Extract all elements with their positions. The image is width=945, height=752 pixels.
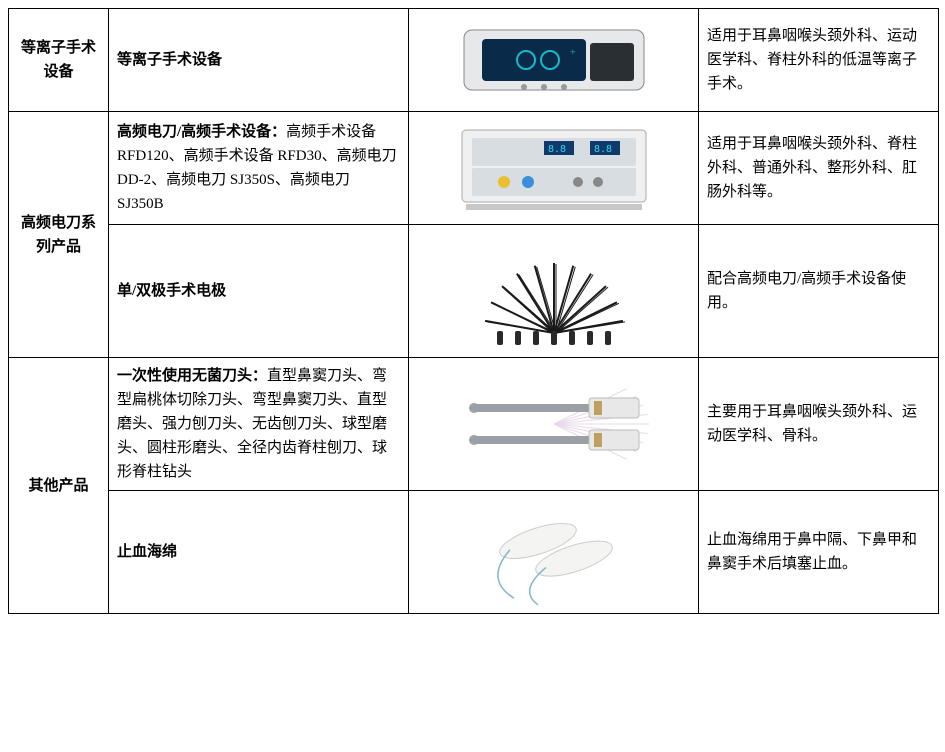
sponge-icon [417, 497, 690, 607]
product-image-cell: + [409, 9, 699, 112]
product-image-cell [409, 225, 699, 358]
product-image-cell: 8.8 8.8 [409, 112, 699, 225]
electrodes-icon [417, 231, 690, 351]
product-name-cell: 单/双极手术电极 [109, 225, 409, 358]
product-name-bold: 一次性使用无菌刀头： [117, 368, 267, 384]
product-name-cell: 高频电刀/高频手术设备：高频手术设备 RFD120、高频手术设备 RFD30、高… [109, 112, 409, 225]
product-name-rest: 直型鼻窦刀头、弯型扁桃体切除刀头、弯型鼻窦刀头、直型磨头、强力刨刀头、无齿刨刀头… [117, 368, 387, 480]
svg-text:8.8: 8.8 [594, 144, 612, 155]
category-cell: 高频电刀系列产品 [9, 112, 109, 358]
product-name-cell: 止血海绵 [109, 491, 409, 614]
product-desc-text: 配合高频电刀/高频手术设备使用。 [707, 271, 906, 311]
product-image-cell [409, 358, 699, 491]
table-row: 等离子手术设备 等离子手术设备 + 适用于耳鼻咽喉头颈外科、运动医学科、脊柱外科的… [9, 9, 939, 112]
blade-heads-icon [417, 364, 690, 484]
product-name-bold: 高频电刀/高频手术设备： [117, 124, 286, 140]
table-row: 高频电刀系列产品高频电刀/高频手术设备：高频手术设备 RFD120、高频手术设备… [9, 112, 939, 225]
table-row: 单/双极手术电极 配合高频电刀/高频手术设备使用。 [9, 225, 939, 358]
product-desc-cell: 适用于耳鼻咽喉头颈外科、脊柱外科、普通外科、整形外科、肛肠外科等。 [699, 112, 939, 225]
product-table: 等离子手术设备 等离子手术设备 + 适用于耳鼻咽喉头颈外科、运动医学科、脊柱外科的… [8, 8, 939, 614]
product-desc-text: 适用于耳鼻咽喉头颈外科、脊柱外科、普通外科、整形外科、肛肠外科等。 [707, 136, 917, 200]
product-name-cell: 等离子手术设备 [109, 9, 409, 112]
table-row: 其他产品 一次性使用无菌刀头：直型鼻窦刀头、弯型扁桃体切除刀头、弯型鼻窦刀头、直型… [9, 358, 939, 491]
product-desc-text: 主要用于耳鼻咽喉头颈外科、运动医学科、骨科。 [707, 404, 917, 444]
category-label: 等离子手术设备 [21, 40, 96, 80]
hf-device-icon: 8.8 8.8 [417, 118, 690, 218]
product-desc-cell: 适用于耳鼻咽喉头颈外科、运动医学科、脊柱外科的低温等离子手术。 [699, 9, 939, 112]
svg-text:8.8: 8.8 [548, 144, 566, 155]
product-name-bold: 单/双极手术电极 [117, 283, 226, 299]
category-label: 高频电刀系列产品 [21, 215, 96, 255]
product-image-cell [409, 491, 699, 614]
category-label: 其他产品 [28, 478, 88, 494]
svg-text:+: + [570, 48, 576, 59]
category-cell: 等离子手术设备 [9, 9, 109, 112]
table-row: 止血海绵 止血海绵用于鼻中隔、下鼻甲和鼻窦手术后填塞止血。 [9, 491, 939, 614]
category-cell: 其他产品 [9, 358, 109, 614]
product-desc-cell: 配合高频电刀/高频手术设备使用。 [699, 225, 939, 358]
product-name-bold: 等离子手术设备 [117, 52, 222, 68]
product-desc-text: 止血海绵用于鼻中隔、下鼻甲和鼻窦手术后填塞止血。 [707, 532, 917, 572]
product-name-bold: 止血海绵 [117, 544, 177, 560]
product-desc-text: 适用于耳鼻咽喉头颈外科、运动医学科、脊柱外科的低温等离子手术。 [707, 28, 917, 92]
product-desc-cell: 主要用于耳鼻咽喉头颈外科、运动医学科、骨科。 [699, 358, 939, 491]
product-desc-cell: 止血海绵用于鼻中隔、下鼻甲和鼻窦手术后填塞止血。 [699, 491, 939, 614]
product-name-cell: 一次性使用无菌刀头：直型鼻窦刀头、弯型扁桃体切除刀头、弯型鼻窦刀头、直型磨头、强… [109, 358, 409, 491]
plasma-device-icon: + [417, 15, 690, 105]
